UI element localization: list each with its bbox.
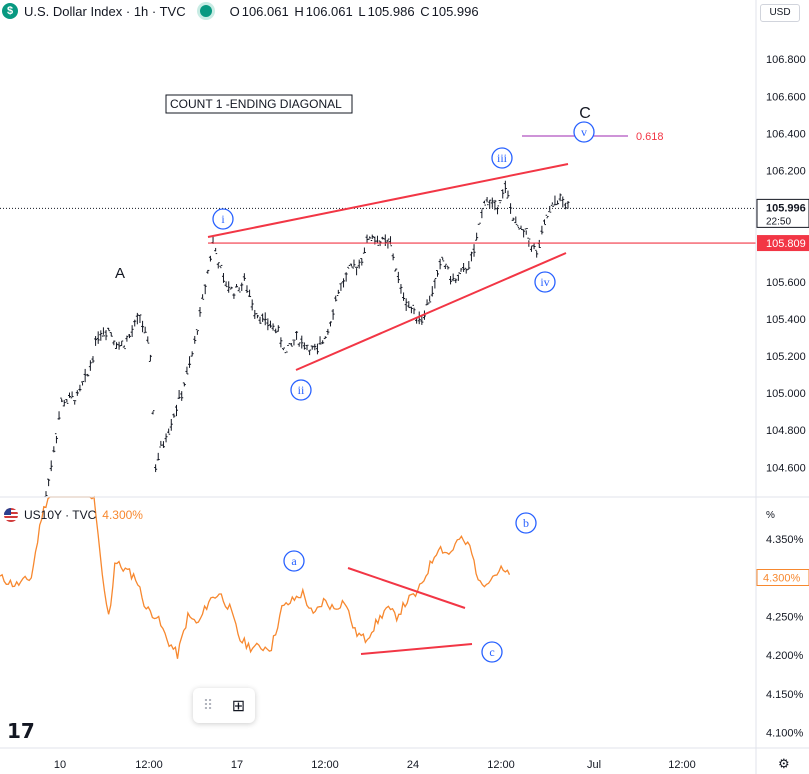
count-label-box: COUNT 1 -ENDING DIAGONAL [165,94,353,114]
symbol-title[interactable]: U.S. Dollar Index · 1h · TVC [24,3,186,19]
ohlc-open-key: O [229,3,240,19]
wave-circle [491,147,513,169]
last-price-tag [756,198,809,228]
price-tick-label: 106.600 [766,91,806,103]
percent-scale-label: % [766,510,775,521]
us10y-value-tag [756,569,809,586]
wave-circle [290,379,312,401]
ohlc-low-value: 105.986 [367,3,415,19]
wave-label: ii [298,383,305,397]
yield-tick-label: 4.250% [766,611,804,623]
price-tick-label: 105.200 [766,351,806,363]
wave-label: i [221,212,225,226]
ohlc-high-value: 106.061 [305,3,353,19]
time-tick-label: 24 [407,759,419,771]
time-tick-label: 12:00 [487,759,515,771]
lower-diagonal-lower [360,643,473,655]
last-price-time: 22:50 [766,216,791,227]
count-label-border [165,94,353,114]
time-tick-label: 12:00 [311,759,339,771]
us10y-header: US10Y · TVC 4.300% [0,506,143,524]
lower-wave-label: a [291,554,297,568]
ohlc-open-value: 106.061 [241,3,289,19]
lower-wave-circle [283,550,305,572]
market-open-dot [199,5,212,17]
ohlc-low-key: L [358,3,366,19]
wave-circle [212,208,234,230]
lower-diagonal-upper [347,567,466,609]
symbol-header: $ U.S. Dollar Index · 1h · TVC O 106.061 … [0,0,481,22]
time-tick-label: 17 [231,759,243,771]
price-tick-label: 105.400 [766,314,806,326]
yield-tick-label: 4.200% [766,650,804,662]
time-tick-label: 10 [54,759,66,771]
object-tree-icon[interactable]: ⊞ [231,697,246,715]
price-tick-label: 105.600 [766,277,806,289]
price-tick-label: 104.600 [766,462,806,474]
price-tick-label: 106.800 [766,54,806,66]
ohlc-readout: O 106.061 H 106.061 L 105.986 C 105.996 [230,4,481,19]
wave-A-label: A [115,265,125,282]
lower-wave-circle [481,641,503,663]
wave-circle [573,121,595,143]
wave-label: v [581,125,587,139]
time-tick-label: 12:00 [135,759,163,771]
time-tick-label: Jul [587,759,601,771]
dollar-logo-icon: $ [2,3,18,19]
count-label-text: COUNT 1 -ENDING DIAGONAL [170,97,342,111]
lower-wave-label: b [523,516,529,530]
price-tick-label: 105.000 [766,388,806,400]
price-tick-label: 106.200 [766,166,806,178]
wave-label: iii [497,151,508,165]
ohlc-close-key: C [420,3,430,19]
yield-tick-label: 4.100% [766,728,804,740]
diagonal-lower-line [295,252,567,371]
lower-wave-circle [515,512,537,534]
last-price-value: 105.996 [766,202,806,214]
wave-label: iv [540,275,549,289]
currency-button[interactable]: USD [760,4,800,22]
lower-wave-label: c [489,645,494,659]
wave-circle [534,271,556,293]
fib-label: 0.618 [636,131,664,143]
yield-tick-label: 4.150% [766,689,804,701]
horizontal-level-tag [757,235,809,252]
dxy-price-pane[interactable] [0,180,756,498]
us10y-title[interactable]: US10Y · TVC [24,508,97,522]
us10y-value: 4.300% [102,508,143,522]
ohlc-close-value: 105.996 [431,3,479,19]
horizontal-level-value: 105.809 [766,238,806,250]
price-tick-label: 106.400 [766,128,806,140]
diagonal-upper-line [207,163,569,238]
settings-gear-icon[interactable]: ⚙ [778,756,790,771]
price-tick-label: 104.800 [766,425,806,437]
floating-toolbar[interactable]: ⠿ ⊞ [193,688,255,723]
tradingview-logo-icon: 17 [7,719,35,743]
time-tick-label: 12:00 [668,759,696,771]
us-flag-icon [4,508,18,522]
drag-handle-icon[interactable]: ⠿ [202,697,213,713]
wave-C-label: C [579,105,591,122]
us10y-tag-value: 4.300% [763,573,801,585]
ohlc-high-key: H [294,3,304,19]
yield-tick-label: 4.350% [766,534,804,546]
